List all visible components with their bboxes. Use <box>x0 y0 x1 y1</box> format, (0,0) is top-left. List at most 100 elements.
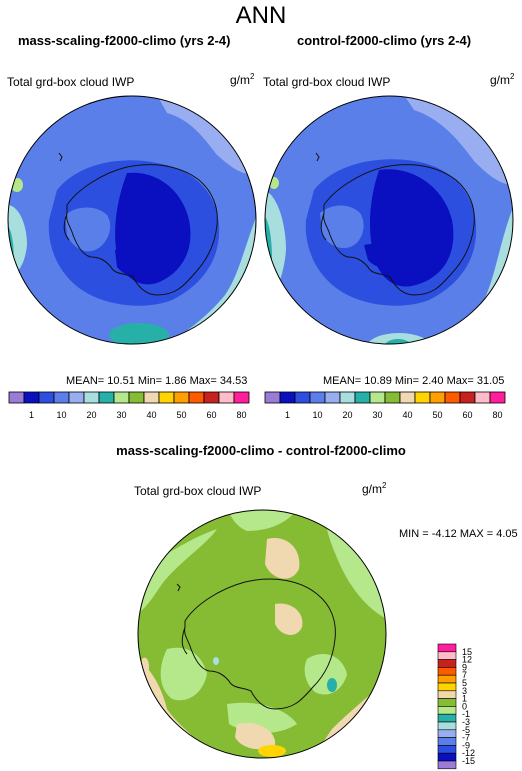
diff-colorbar-swatch-10 <box>437 721 457 731</box>
diff-colorbar-swatch-5 <box>437 682 457 692</box>
left-colorbar-swatch-13 <box>203 391 220 404</box>
left-colorbar-swatch-11 <box>173 391 190 404</box>
diff-map-region-w-negative <box>213 657 219 665</box>
diff-colorbar-label-0: 15 <box>462 647 472 657</box>
left-max-label: Max= <box>189 375 217 387</box>
right-mean-label: MEAN= <box>323 375 362 387</box>
right-colorbar-swatch-2 <box>294 391 311 404</box>
left-colorbar-swatch-4 <box>68 391 85 404</box>
right-colorbar-swatch-1 <box>279 391 296 404</box>
right-colorbar-label-4: 40 <box>402 410 412 420</box>
diff-min-label: MIN = <box>399 528 429 540</box>
diff-colorbar-label-2: 9 <box>462 662 467 672</box>
left-colorbar-label-0: 1 <box>29 410 34 420</box>
diff-panel-title: mass-scaling-f2000-climo - control-f2000… <box>116 443 406 458</box>
diff-colorbar-swatch-7 <box>437 698 457 707</box>
right-map-region-s <box>367 333 431 344</box>
right-colorbar: 1 10 20 30 40 50 60 80 <box>264 391 506 420</box>
right-colorbar-swatch-9 <box>399 391 416 404</box>
right-map-coastline <box>315 152 475 296</box>
diff-colorbar-swatch-15 <box>437 760 457 770</box>
diff-colorbar-swatch-14 <box>437 752 457 762</box>
left-map-region-core-lobe <box>115 248 146 277</box>
diff-map-region-plateau-s <box>235 722 276 750</box>
diff-colorbar-label-3: 7 <box>462 670 467 680</box>
right-colorbar-swatch-12 <box>444 391 461 404</box>
diff-colorbar-label-13: -12 <box>462 748 475 758</box>
diff-min-value: -4.12 <box>431 528 457 540</box>
right-map-border <box>264 95 514 345</box>
diff-units-base: g/m <box>362 482 383 496</box>
diff-map-region-plateau-c <box>275 603 303 635</box>
left-colorbar-swatch-7 <box>113 391 130 404</box>
right-units-base: g/m <box>490 73 511 87</box>
diff-map-region-w <box>160 647 207 701</box>
left-colorbar-label-2: 20 <box>86 410 96 420</box>
diff-map-region-plateau-n <box>265 538 300 579</box>
diff-colorbar-label-1: 12 <box>462 655 472 665</box>
left-variable-label: Total grd-box cloud IWP <box>7 75 135 89</box>
left-colorbar-swatch-9 <box>143 391 160 404</box>
left-colorbar-swatch-0 <box>8 391 25 404</box>
right-colorbar-swatch-11 <box>429 391 446 404</box>
right-colorbar-swatch-0 <box>264 391 281 404</box>
left-stats: MEAN= 10.51 Min= 1.86 Max= 34.53 <box>66 375 247 387</box>
left-colorbar-swatch-10 <box>158 391 175 404</box>
left-colorbar-swatch-6 <box>98 391 115 404</box>
right-colorbar-swatch-15 <box>489 391 506 404</box>
right-stats: MEAN= 10.89 Min= 2.40 Max= 31.05 <box>323 375 504 387</box>
diff-stats: MIN = -4.12 MAX = 4.05 <box>399 528 518 540</box>
left-units-base: g/m <box>230 73 251 87</box>
left-colorbar-swatch-1 <box>23 391 40 404</box>
right-variable-label: Total grd-box cloud IWP <box>263 75 391 89</box>
right-colorbar-swatch-13 <box>459 391 476 404</box>
left-colorbar-label-6: 60 <box>206 410 216 420</box>
left-colorbar-label-5: 50 <box>176 410 186 420</box>
diff-colorbar-label-5: 3 <box>462 686 467 696</box>
right-colorbar-label-1: 10 <box>312 410 322 420</box>
left-mean-value: 10.51 <box>107 375 135 387</box>
diff-colorbar-swatch-1 <box>437 651 457 660</box>
right-polar-map <box>264 95 514 345</box>
right-units-label: g/m2 <box>490 72 514 87</box>
diff-colorbar-swatch-6 <box>437 690 457 699</box>
left-colorbar-swatch-5 <box>83 391 100 404</box>
diff-colorbar-swatch-3 <box>437 667 457 676</box>
right-colorbar-label-3: 30 <box>372 410 382 420</box>
diff-colorbar-label-9: -3 <box>462 717 470 727</box>
right-min-value: 2.40 <box>422 375 444 387</box>
left-colorbar-swatch-8 <box>128 391 145 404</box>
diff-map-region-n <box>227 510 297 531</box>
right-colorbar-label-7: 80 <box>492 410 502 420</box>
left-colorbar-label-3: 30 <box>116 410 126 420</box>
right-colorbar-label-5: 50 <box>432 410 442 420</box>
left-min-label: Min= <box>137 375 163 387</box>
right-colorbar-label-2: 20 <box>342 410 352 420</box>
main-title: ANN <box>235 2 287 29</box>
left-map-coastline <box>58 152 218 296</box>
right-colorbar-label-0: 1 <box>285 410 290 420</box>
left-min-value: 1.86 <box>165 375 187 387</box>
right-min-label: Min= <box>394 375 420 387</box>
right-colorbar-swatch-5 <box>339 391 356 404</box>
left-mean-label: MEAN= <box>66 375 105 387</box>
diff-colorbar-label-12: -9 <box>462 740 470 750</box>
left-colorbar-swatch-14 <box>218 391 235 404</box>
diff-units-label: g/m2 <box>362 481 386 496</box>
left-colorbar-swatch-15 <box>233 391 250 404</box>
diff-colorbar-swatch-12 <box>437 737 457 746</box>
diff-map-border <box>137 509 387 759</box>
left-panel-title: mass-scaling-f2000-climo (yrs 2-4) <box>18 33 231 48</box>
right-units-exp: 2 <box>510 72 515 81</box>
right-colorbar-swatch-10 <box>414 391 431 404</box>
left-units-exp: 2 <box>250 72 255 81</box>
left-colorbar-label-7: 80 <box>236 410 246 420</box>
left-colorbar-swatch-12 <box>188 391 205 404</box>
left-colorbar-swatch-2 <box>38 391 55 404</box>
diff-colorbar-swatch-4 <box>437 674 457 684</box>
diff-max-label: MAX = <box>459 528 494 540</box>
right-map-region-core-lobe <box>364 243 394 269</box>
diff-map-region-s-positive <box>258 745 286 757</box>
right-max-value: 31.05 <box>476 375 505 387</box>
left-colorbar-swatch-3 <box>53 391 70 404</box>
